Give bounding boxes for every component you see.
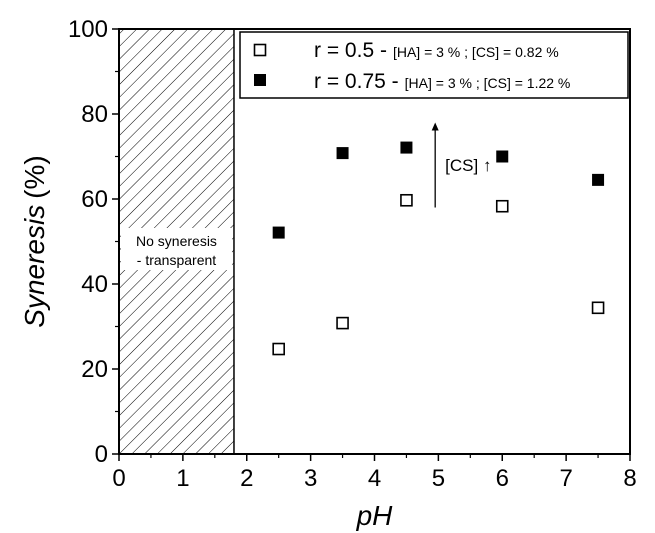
legend-entry-1: r = 0.75 - [HA] = 3 % ; [CS] = 1.22 % xyxy=(314,70,570,93)
shaded-label-line2: - transparent xyxy=(137,252,216,268)
data-point-open-square xyxy=(400,193,413,207)
x-tick-label: 6 xyxy=(496,465,509,492)
y-axis-title-main: Syneresis xyxy=(19,205,50,328)
x-tick-label: 5 xyxy=(432,465,445,492)
legend-marker-filled-square xyxy=(254,74,266,86)
data-point-open-square xyxy=(336,316,349,330)
arrow-head xyxy=(431,122,439,131)
data-point-open-square xyxy=(272,342,285,356)
data-markers xyxy=(272,141,605,356)
y-tick-label: 80 xyxy=(81,101,108,128)
y-axis: 0 20 40 60 80 100 xyxy=(68,16,119,468)
legend-box xyxy=(239,31,629,99)
y-tick-label: 20 xyxy=(81,356,108,383)
x-tick-label: 7 xyxy=(559,465,572,492)
arrow-label: [CS] ↑ xyxy=(445,156,491,175)
shaded-region: No syneresis - transparent xyxy=(118,28,235,455)
legend-entry-0: r = 0.5 - [HA] = 3 % ; [CS] = 0.82 % xyxy=(314,39,559,62)
legend-series-0-detail: [HA] = 3 % ; [CS] = 0.82 % xyxy=(393,44,559,60)
y-axis-title: Syneresis (%) xyxy=(19,155,50,327)
y-tick-label: 60 xyxy=(81,186,108,213)
legend-marker-open-square xyxy=(253,43,267,57)
x-tick-label: 2 xyxy=(240,465,253,492)
data-point-filled-square xyxy=(400,141,413,154)
x-tick-label: 0 xyxy=(112,465,125,492)
legend-series-0-name: r = 0.5 - xyxy=(314,39,387,62)
x-tick-label: 4 xyxy=(368,465,381,492)
x-axis-title: pH xyxy=(356,500,394,531)
data-point-filled-square xyxy=(592,173,605,186)
y-tick-label: 40 xyxy=(81,271,108,298)
x-tick-label: 3 xyxy=(304,465,317,492)
cs-arrow-annotation: [CS] ↑ xyxy=(431,122,491,208)
x-tick-label: 1 xyxy=(176,465,189,492)
data-point-filled-square xyxy=(496,150,509,163)
data-point-filled-square xyxy=(336,147,349,160)
y-tick-label: 100 xyxy=(68,16,108,43)
y-tick-label: 0 xyxy=(95,441,108,468)
x-axis: 0 1 2 3 4 5 6 7 8 xyxy=(112,454,637,492)
legend-series-1-detail: [HA] = 3 % ; [CS] = 1.22 % xyxy=(405,75,571,91)
data-point-filled-square xyxy=(272,226,285,239)
shaded-label-line1: No syneresis xyxy=(136,233,217,249)
x-tick-label: 8 xyxy=(623,465,636,492)
legend: r = 0.5 - [HA] = 3 % ; [CS] = 0.82 % r = … xyxy=(239,31,629,99)
y-axis-title-unit: (%) xyxy=(19,155,50,199)
data-point-open-square xyxy=(591,301,605,315)
legend-series-1-name: r = 0.75 - xyxy=(314,70,399,93)
data-point-open-square xyxy=(495,199,509,213)
shaded-label-background xyxy=(121,228,232,270)
